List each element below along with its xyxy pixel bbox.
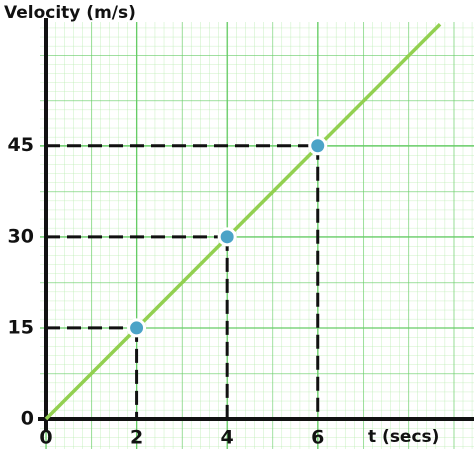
- y-tick-label: 30: [8, 225, 34, 247]
- data-point: [308, 136, 328, 156]
- y-tick-label: 45: [8, 134, 34, 156]
- x-tick-label: 4: [221, 427, 234, 449]
- data-point: [217, 227, 237, 247]
- y-tick-label: 0: [21, 408, 34, 430]
- x-tick-label: 2: [130, 427, 143, 449]
- y-tick-label: 15: [8, 316, 34, 338]
- y-axis-label: Velocity (m/s): [4, 3, 136, 23]
- x-tick-label: 0: [39, 427, 52, 449]
- data-point: [127, 318, 147, 338]
- data-line: [44, 23, 442, 421]
- x-axis-label: t (secs): [368, 427, 439, 447]
- graph-paper: [40, 22, 474, 449]
- x-tick-label: 6: [311, 427, 324, 449]
